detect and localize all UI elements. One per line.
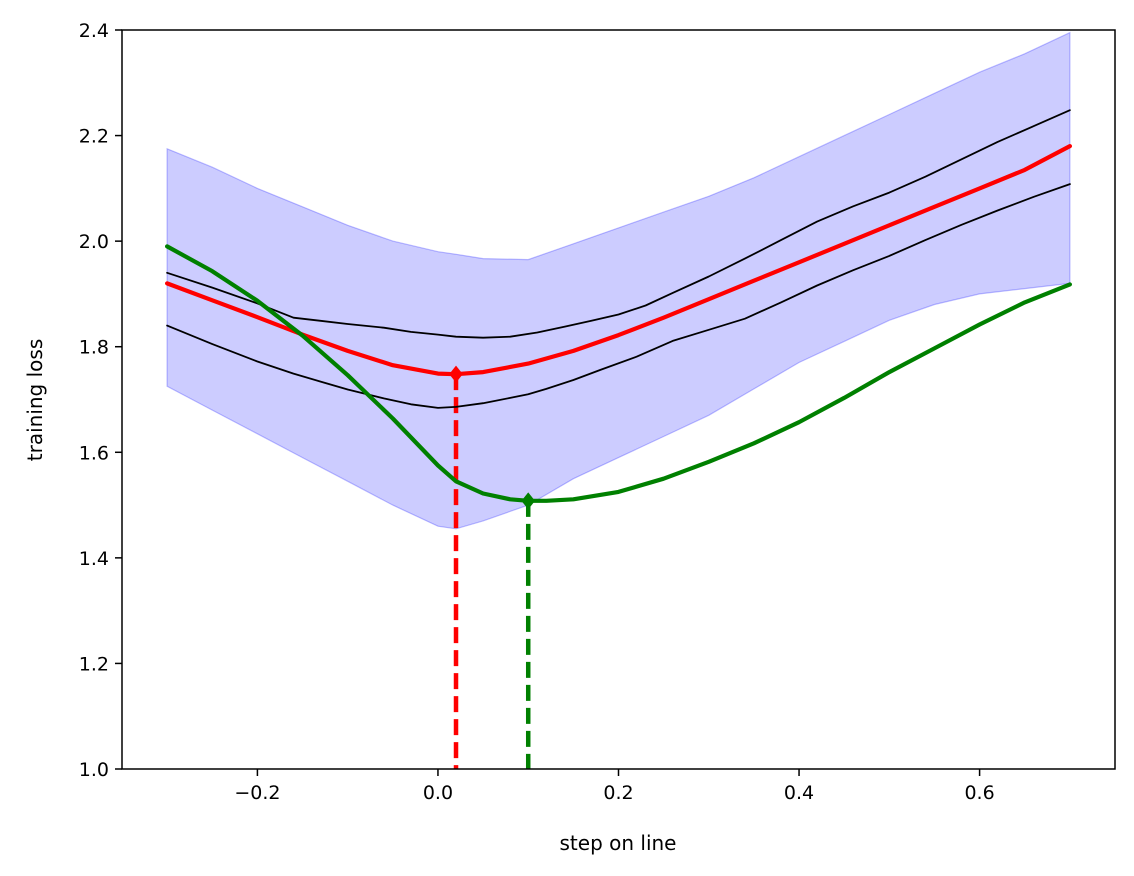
x-tick-label: 0.0 <box>423 782 453 804</box>
series-line-mean <box>165 144 1073 377</box>
y-tick-label: 1.2 <box>79 653 109 675</box>
y-tick-label: 1.8 <box>79 337 109 359</box>
x-tick-label: 0.6 <box>964 782 994 804</box>
x-tick-label: −0.2 <box>234 782 280 804</box>
y-axis-ticks: 1.0 1.2 1.4 1.6 1.8 2.0 2.2 2.4 <box>79 20 122 781</box>
mean-minimum-marker <box>449 365 463 383</box>
band-area <box>166 31 1071 530</box>
y-tick-label: 1.0 <box>79 759 109 781</box>
y-tick-label: 2.0 <box>79 231 109 253</box>
y-axis-label: training loss <box>23 339 47 461</box>
series-line-lower-run <box>166 183 1071 409</box>
y-tick-label: 1.4 <box>79 548 109 570</box>
y-tick-label: 2.2 <box>79 126 109 148</box>
x-axis-ticks: −0.2 0.0 0.2 0.4 0.6 <box>234 769 995 804</box>
plot-area <box>165 31 1073 769</box>
series-line-estimate <box>165 244 1073 503</box>
estimate-minimum-marker <box>521 492 536 510</box>
y-tick-label: 2.4 <box>79 20 109 42</box>
x-tick-label: 0.4 <box>784 782 814 804</box>
y-tick-label: 1.6 <box>79 442 109 464</box>
x-axis-label: step on line <box>560 831 677 855</box>
series-line-upper-run <box>166 109 1071 339</box>
x-tick-label: 0.2 <box>603 782 633 804</box>
